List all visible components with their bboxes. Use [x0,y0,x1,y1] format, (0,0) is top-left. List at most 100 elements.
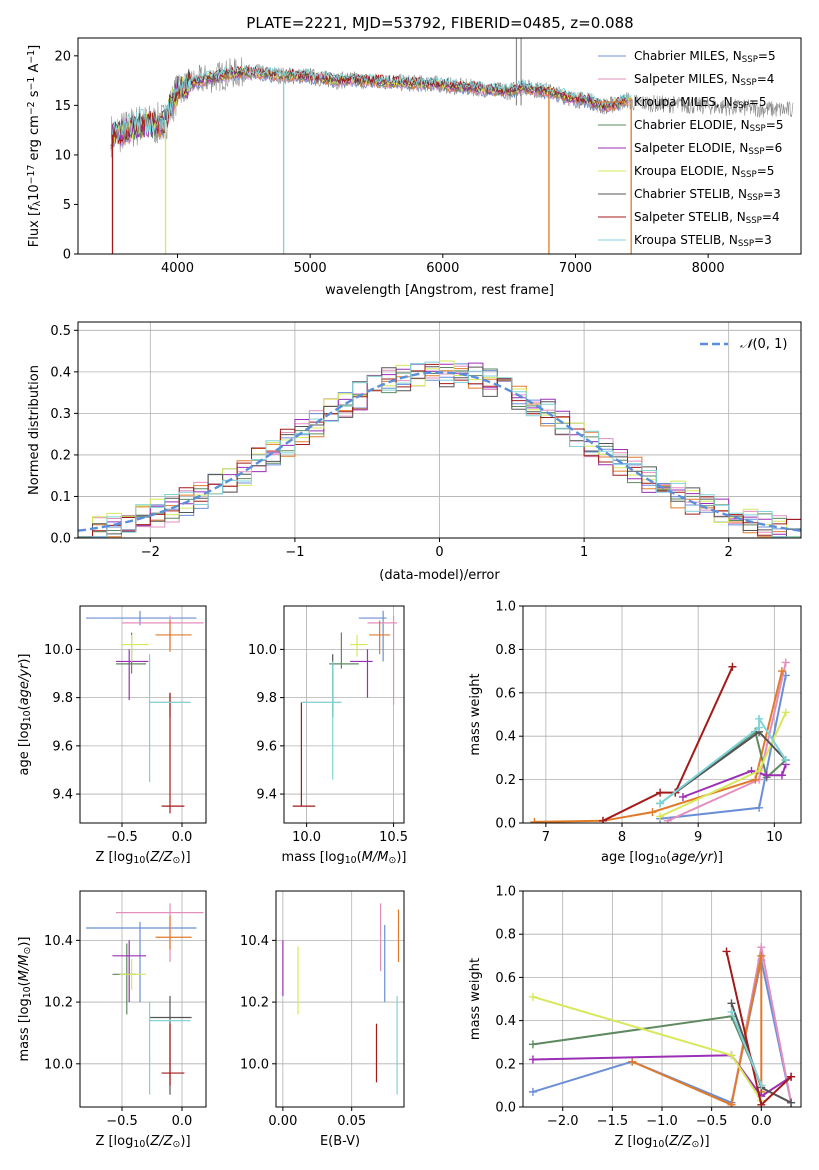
x-axis-label: wavelength [Angstrom, rest frame] [325,283,554,298]
weight-marker [727,999,736,1008]
x-tick-label: −0.5 [696,1114,728,1129]
plot-area [110,38,794,254]
x-tick-label: 10 [766,830,783,845]
weight-marker [755,723,764,732]
axes-frame [283,605,405,824]
axes-frame [79,890,207,1108]
y-tick-label: 1.0 [495,885,516,900]
y-tick-label: 1.0 [495,600,516,615]
weight-marker [727,1007,736,1016]
y-axis-label: Normed distribution [27,365,42,495]
y-tick-label: 9.6 [256,739,277,754]
x-tick-label: −2 [141,545,160,560]
y-tick-label: 0.0 [495,817,516,832]
weight-marker [755,714,764,723]
y-axis-label: mass [log10(M/M⊙)] [17,937,33,1062]
y-tick-label: 0.8 [495,643,516,658]
legend-label: Kroupa STELIB, NSSP=3 [634,233,772,249]
weight-marker [781,756,790,765]
weight-line [631,955,763,1107]
legend-label: Salpeter STELIB, NSSP=4 [634,210,780,226]
weight-marker [755,803,764,812]
panel-weight_vs_Z: −2.0 −1.5 −1.0 −0.5 0.0 0.0 0.2 0.4 0.6 0.8 1.0 Z [… [468,885,802,1150]
axes-frame [79,605,207,824]
weight-marker [757,1081,766,1090]
y-tick-label: 9.4 [256,788,277,803]
figure-title: PLATE=2221, MJD=53792, FIBERID=0485, z=0… [246,14,633,32]
axes-frame [522,605,802,824]
x-tick-label: 0.05 [337,1114,366,1129]
weight-marker [757,951,766,960]
legend-label: Salpeter ELODIE, NSSP=6 [634,141,782,157]
plot-area [530,658,790,823]
y-tick-label: 0.2 [50,448,71,463]
x-tick-label: 9 [694,830,702,845]
y-tick-label: 0.2 [495,773,516,788]
x-axis-label: Z [log10(Z/Z⊙)] [614,1134,709,1150]
weight-marker [757,1100,766,1107]
y-tick-label: 10.0 [248,643,277,658]
x-tick-label: 0.0 [751,1114,772,1129]
weight-marker [777,771,786,780]
weight-marker [528,992,537,1001]
y-tick-label: 5 [63,198,71,213]
weight-marker [530,817,539,823]
y-tick-label: 0.3 [50,407,71,422]
panel-age_vs_mass: 10.0 10.5 9.4 9.6 9.8 10.0 mass [log10(M/M⊙)] [248,605,408,866]
weight-line [659,715,787,805]
x-axis-label: mass [log10(M/M⊙)] [282,850,407,866]
x-tick-label: 7000 [559,261,592,276]
weight-marker [528,1087,537,1096]
y-tick-label: 0.4 [495,730,516,745]
y-tick-label: 10 [54,148,71,163]
x-tick-label: 0 [435,545,443,560]
plot-area [282,903,400,1095]
panel-weight_vs_age: 7 8 9 10 0.0 0.2 0.4 0.6 0.8 1.0 age [log10(age/yr… [468,600,802,866]
weight-marker [648,808,657,817]
y-tick-label: 10.0 [240,1057,269,1072]
y-tick-label: 9.8 [256,691,277,706]
y-tick-label: 0.6 [495,686,516,701]
x-tick-label: 6000 [426,261,459,276]
legend-label: Chabrier ELODIE, NSSP=5 [634,118,783,134]
weight-marker [727,1100,736,1107]
plot-area [86,903,204,1095]
legend-label: Chabrier STELIB, NSSP=3 [634,187,781,203]
weight-marker [781,658,790,667]
weight-marker [728,662,737,671]
y-axis-label: mass weight [468,958,483,1040]
weight-marker [628,1057,637,1066]
y-tick-label: 9.6 [52,739,73,754]
weight-marker [787,1072,796,1081]
y-tick-label: 10.0 [44,643,73,658]
x-axis-label: (data-model)/error [379,568,500,583]
weight-line [730,1011,763,1086]
y-tick-label: 0.5 [50,324,71,339]
weight-marker [727,1051,736,1060]
x-tick-label: 10.0 [292,830,321,845]
y-tick-label: 0.2 [495,1057,516,1072]
x-tick-label: 8000 [692,261,725,276]
x-tick-label: 0.0 [172,1114,193,1129]
panel-mass_vs_Z: −0.5 0.0 10.0 10.2 10.4 Z [log10(Z/Z⊙)] mass [… [17,890,207,1150]
weight-line [602,666,734,822]
panel-age_vs_Z: −0.5 0.0 9.4 9.6 9.8 10.0 Z [log10(Z/Z⊙)] age [… [17,605,207,866]
x-tick-label: −1 [285,545,304,560]
axes-frame [275,890,405,1108]
weight-marker [656,799,665,808]
y-tick-label: 0.1 [50,490,71,505]
y-tick-label: 10.4 [44,934,73,949]
x-tick-label: 8 [618,830,626,845]
x-tick-label: 2 [725,545,733,560]
plot-area [78,360,801,538]
y-axis-label: Flux [fλ10−17 erg cm−2 s−1 A−1] [26,45,43,247]
panel-mass_vs_ebv: 0.00 0.05 10.0 10.2 10.4 E(B-V) [240,890,405,1149]
x-tick-label: −0.5 [106,830,138,845]
weight-marker [528,1055,537,1064]
y-tick-label: 9.4 [52,788,73,803]
model-spectrum [110,65,629,146]
weight-marker [528,1040,537,1049]
weight-marker [787,1098,796,1107]
x-tick-label: 0.00 [268,1114,297,1129]
